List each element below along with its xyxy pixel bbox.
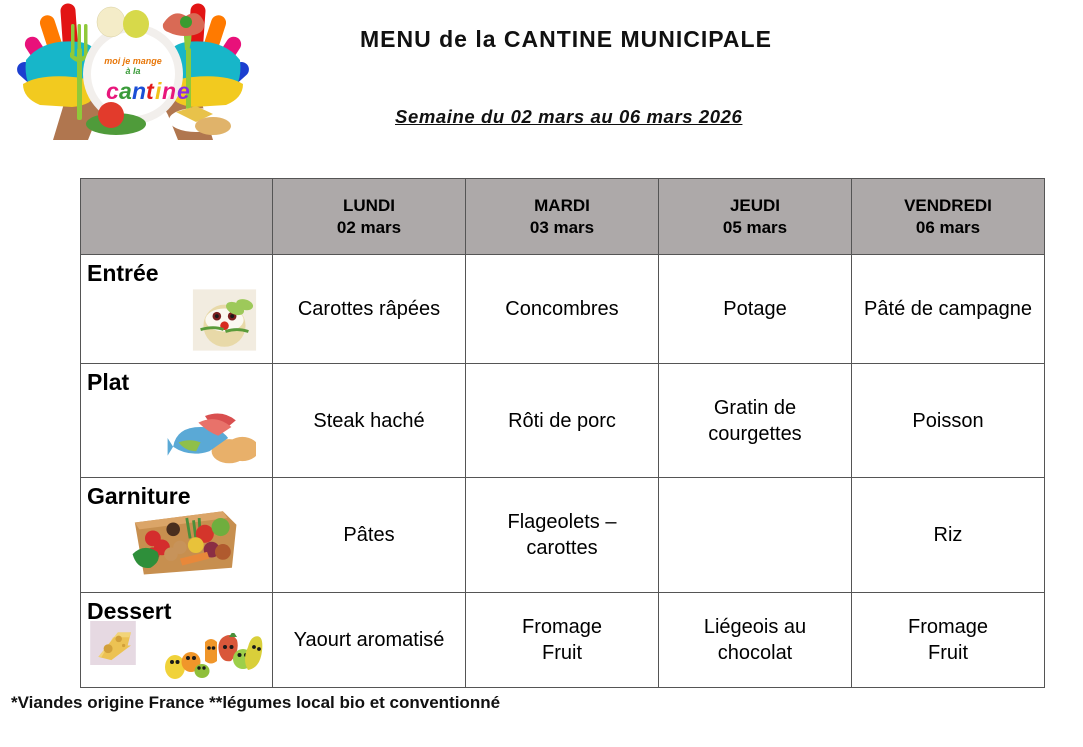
svg-text:t: t	[146, 78, 155, 104]
svg-text:e: e	[177, 78, 190, 104]
svg-text:n: n	[162, 78, 176, 104]
svg-text:i: i	[155, 78, 162, 104]
svg-text:c: c	[106, 78, 119, 104]
svg-text:n: n	[132, 78, 146, 104]
svg-text:a: a	[119, 78, 132, 104]
svg-text:à la: à la	[125, 66, 140, 76]
svg-text:moi je mange: moi je mange	[104, 56, 162, 66]
